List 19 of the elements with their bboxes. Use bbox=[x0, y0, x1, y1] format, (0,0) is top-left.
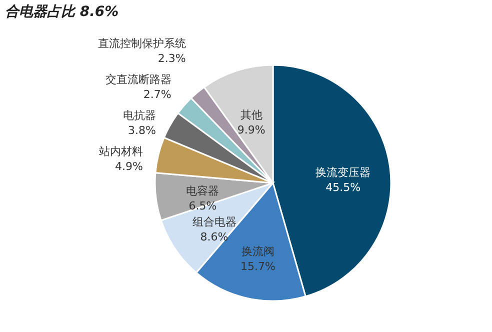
data-label: 8.6% bbox=[200, 230, 228, 244]
slice-label: 其他 bbox=[240, 108, 262, 122]
slice-label: 站内材料 bbox=[98, 145, 143, 158]
data-label: 45.5% bbox=[326, 181, 361, 194]
slice-label: 组合电器 bbox=[192, 216, 236, 229]
data-label: 2.3% bbox=[158, 52, 186, 66]
data-label: 6.5% bbox=[188, 199, 217, 212]
chart-title: 合电器占比 8.6% bbox=[5, 4, 119, 20]
slice-label: 电抗器 bbox=[122, 109, 156, 122]
data-label: 4.9% bbox=[114, 160, 143, 174]
data-label: 2.7% bbox=[143, 88, 172, 102]
data-label: 3.8% bbox=[128, 124, 156, 138]
slice-label: 电容器 bbox=[186, 184, 220, 198]
slice-label: 直流控制保护系统 bbox=[98, 37, 186, 50]
slice-label: 换流变压器 bbox=[316, 166, 371, 180]
slice-label: 换流阀 bbox=[241, 245, 274, 258]
slice-label: 交直流断路器 bbox=[105, 73, 172, 86]
data-label: 15.7% bbox=[240, 260, 276, 274]
data-label: 9.9% bbox=[237, 124, 266, 137]
